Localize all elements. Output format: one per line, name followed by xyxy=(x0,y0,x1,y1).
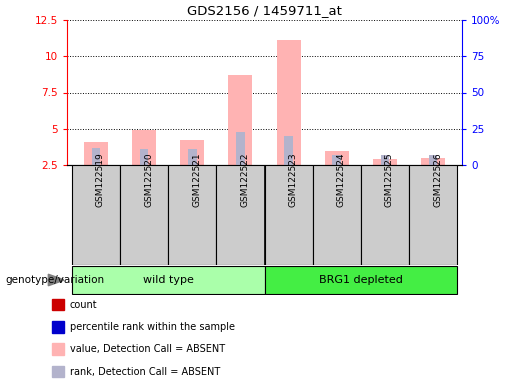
Bar xyxy=(236,132,245,165)
Text: GSM122521: GSM122521 xyxy=(192,153,201,207)
FancyBboxPatch shape xyxy=(361,165,409,265)
Text: GSM122523: GSM122523 xyxy=(288,153,298,207)
FancyBboxPatch shape xyxy=(72,165,120,265)
Bar xyxy=(332,155,341,165)
Bar xyxy=(84,142,108,165)
Bar xyxy=(373,159,397,165)
Bar xyxy=(325,151,349,165)
Text: genotype/variation: genotype/variation xyxy=(5,275,104,285)
Text: wild type: wild type xyxy=(143,275,194,285)
FancyBboxPatch shape xyxy=(72,266,265,294)
Text: GSM122525: GSM122525 xyxy=(385,153,394,207)
Text: rank, Detection Call = ABSENT: rank, Detection Call = ABSENT xyxy=(70,366,220,376)
Bar xyxy=(132,130,156,165)
Text: GSM122522: GSM122522 xyxy=(241,153,249,207)
FancyBboxPatch shape xyxy=(120,165,168,265)
Bar xyxy=(429,155,437,165)
Text: GSM122524: GSM122524 xyxy=(337,153,346,207)
Bar xyxy=(92,147,100,165)
Bar xyxy=(284,136,293,165)
Bar xyxy=(140,149,148,165)
Bar xyxy=(421,158,445,165)
FancyBboxPatch shape xyxy=(409,165,457,265)
Bar xyxy=(180,140,204,165)
Bar xyxy=(381,155,389,165)
Text: GSM122519: GSM122519 xyxy=(96,152,105,207)
Title: GDS2156 / 1459711_at: GDS2156 / 1459711_at xyxy=(187,5,342,17)
FancyBboxPatch shape xyxy=(265,266,457,294)
FancyBboxPatch shape xyxy=(313,165,361,265)
Text: value, Detection Call = ABSENT: value, Detection Call = ABSENT xyxy=(70,344,225,354)
FancyBboxPatch shape xyxy=(216,165,265,265)
FancyBboxPatch shape xyxy=(168,165,216,265)
Text: percentile rank within the sample: percentile rank within the sample xyxy=(70,322,234,332)
Bar xyxy=(228,75,252,165)
Text: BRG1 depleted: BRG1 depleted xyxy=(319,275,403,285)
Bar xyxy=(277,40,301,165)
FancyBboxPatch shape xyxy=(265,165,313,265)
Bar xyxy=(188,149,197,165)
Text: GSM122526: GSM122526 xyxy=(433,153,442,207)
Text: count: count xyxy=(70,300,97,310)
Text: GSM122520: GSM122520 xyxy=(144,153,153,207)
Polygon shape xyxy=(48,274,64,286)
